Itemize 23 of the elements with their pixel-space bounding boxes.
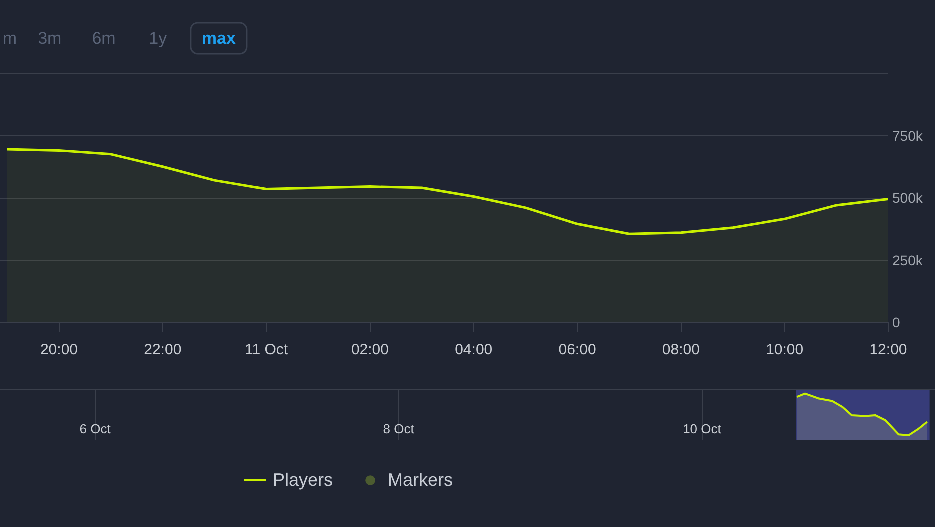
text: m — [2, 29, 18, 48]
x-tick-label: 22:00 — [144, 342, 182, 358]
x-tick-label: 11 Oct — [245, 342, 289, 358]
y-tick-label: 500k — [892, 190, 924, 206]
legend-label: Markers — [388, 470, 454, 490]
y-tick-label: 750k — [892, 128, 924, 144]
x-tick-label: 06:00 — [558, 342, 596, 358]
text: 3m — [38, 29, 62, 48]
x-tick-label: 20:00 — [40, 342, 78, 358]
x-tick-label: 10:00 — [766, 342, 804, 358]
x-tick-label: 10 Oct — [683, 422, 722, 436]
text: 6m — [92, 29, 116, 48]
legend-label: Players — [273, 470, 334, 490]
x-tick-label: 6 Oct — [80, 422, 112, 436]
x-tick-label: 04:00 — [455, 342, 493, 358]
x-tick-label: 8 Oct — [383, 422, 415, 436]
text: max — [202, 29, 236, 48]
x-tick-label: 12:00 — [870, 342, 908, 358]
x-tick-label: 02:00 — [351, 342, 389, 358]
y-tick-label: 0 — [892, 314, 900, 330]
x-tick-label: 08:00 — [662, 342, 700, 358]
y-tick-label: 250k — [892, 252, 924, 268]
text: 1y — [149, 29, 168, 48]
